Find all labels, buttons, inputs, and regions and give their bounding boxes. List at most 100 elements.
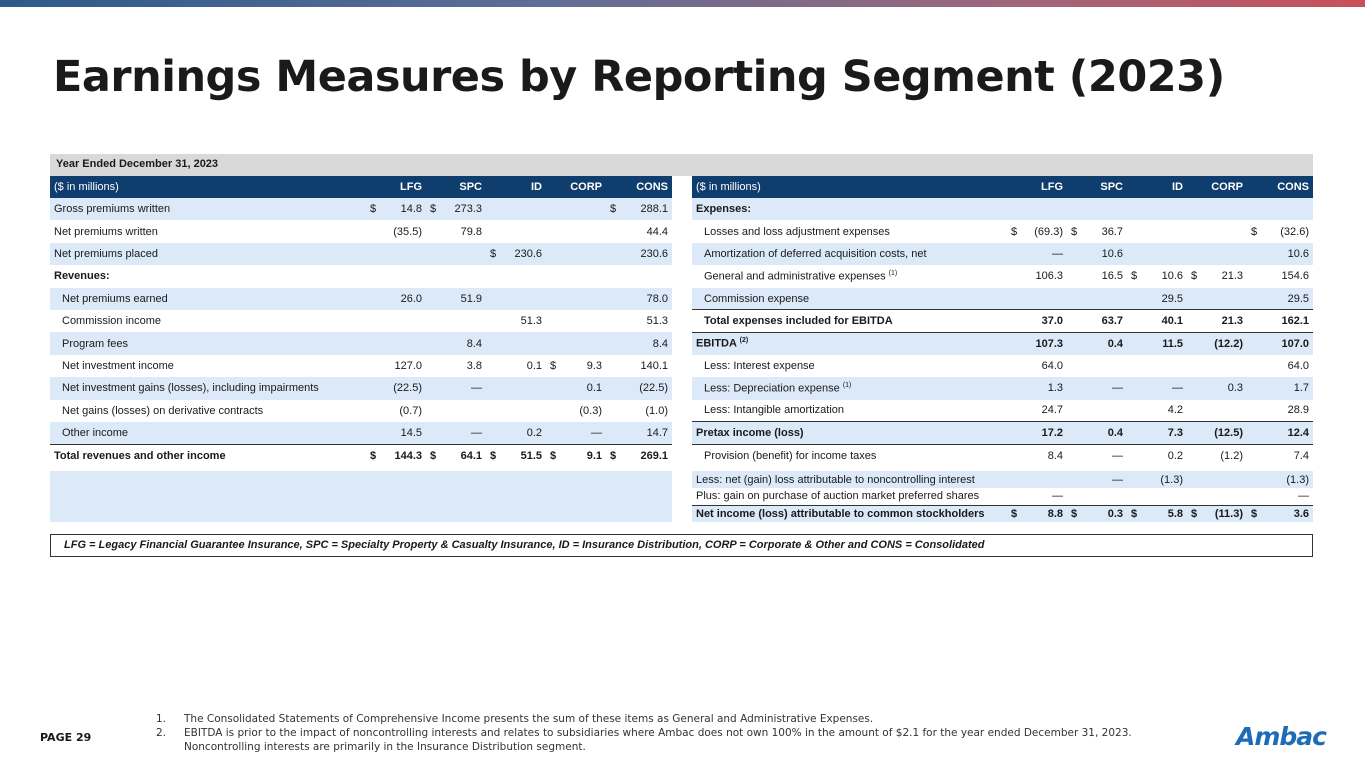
cell-value xyxy=(560,265,606,287)
currency-symbol xyxy=(1067,242,1081,266)
row-label: Commission income xyxy=(50,310,366,332)
page-title: Earnings Measures by Reporting Segment (… xyxy=(53,52,1225,102)
table-row: Total expenses included for EBITDA 37.0 63… xyxy=(692,309,1313,333)
currency-symbol xyxy=(1247,421,1261,445)
table-row: Revenues: xyxy=(50,265,672,287)
cell-value xyxy=(1141,220,1187,242)
footnote-item: 2. EBITDA is prior to the impact of nonc… xyxy=(156,726,1132,740)
currency-symbol xyxy=(1247,355,1261,377)
cell-value: — xyxy=(560,421,606,445)
cell-value: — xyxy=(440,421,486,445)
row-label-text: Amortization of deferred acquisition cos… xyxy=(704,247,927,260)
currency-symbol xyxy=(1247,265,1261,287)
row-label: Net gains (losses) on derivative contrac… xyxy=(50,400,366,422)
cell-value: 8.4 xyxy=(620,332,672,355)
header-spacer xyxy=(546,176,560,198)
cell-value: 51.3 xyxy=(520,315,542,328)
row-label-text: Gross premiums written xyxy=(54,203,171,216)
cell-value xyxy=(380,265,426,287)
row-label-text: Less: net (gain) loss attributable to no… xyxy=(696,473,975,486)
cell-value: (12.5) xyxy=(1201,421,1247,445)
currency-symbol xyxy=(1187,332,1201,355)
table-row: Plus: gain on purchase of auction market… xyxy=(692,488,1313,506)
currency-symbol xyxy=(1247,198,1261,221)
row-label: Provision (benefit) for income taxes xyxy=(692,444,1007,466)
cell-value: 5.8 xyxy=(1141,505,1187,522)
footnote-ref: (1) xyxy=(888,270,898,278)
row-label: Commission expense xyxy=(692,287,1007,311)
footnote-item: Noncontrolling interests are primarily i… xyxy=(156,740,1132,754)
cell-value: 29.5 xyxy=(1261,287,1313,311)
cell-value xyxy=(380,310,426,332)
currency-symbol xyxy=(366,355,380,377)
units-label: ($ in millions) xyxy=(50,176,366,198)
cell-value xyxy=(560,198,606,221)
row-label: Net investment income xyxy=(50,355,366,377)
table-row: Net gains (losses) on derivative contrac… xyxy=(50,400,672,422)
currency-symbol xyxy=(1247,488,1261,506)
cell-value: 24.7 xyxy=(1021,399,1067,423)
currency-symbol xyxy=(1007,265,1021,287)
cell-value: 107.3 xyxy=(1021,332,1067,355)
currency-symbol xyxy=(426,332,440,355)
currency-symbol: $ xyxy=(426,198,440,221)
currency-symbol xyxy=(1187,471,1201,488)
table-row: Program fees 8.4 8.4 xyxy=(50,332,672,355)
cell-value: (35.5) xyxy=(393,225,422,238)
currency-symbol: $ xyxy=(486,242,500,266)
currency-symbol xyxy=(426,377,440,400)
row-label-text: EBITDA xyxy=(696,338,737,351)
currency-symbol: $ xyxy=(1071,225,1078,238)
header-spacer xyxy=(1127,176,1141,198)
cell-value: 140.1 xyxy=(640,359,668,372)
header-spacer xyxy=(1247,176,1261,198)
currency-symbol xyxy=(1247,332,1261,355)
currency-symbol xyxy=(546,198,560,221)
currency-symbol xyxy=(1127,220,1141,242)
table-row: Net premiums earned 26.0 51.9 78.0 xyxy=(50,287,672,310)
cell-value: 40.1 xyxy=(1141,309,1187,333)
currency-symbol xyxy=(546,265,560,287)
column-header-corp: CORP xyxy=(560,176,606,198)
table-row: Other income 14.5 — 0.2 — 14.7 xyxy=(50,421,672,445)
cell-value: 44.4 xyxy=(646,225,668,238)
row-label-text: Less: Intangible amortization xyxy=(704,404,845,417)
cell-value: 273.3 xyxy=(440,198,486,221)
cell-value xyxy=(1201,471,1247,488)
currency-symbol xyxy=(426,287,440,310)
currency-symbol: $ xyxy=(1131,270,1138,283)
cell-value: — xyxy=(1081,471,1127,488)
table-row: Gross premiums written $14.8 $273.3 $288.1 xyxy=(50,198,672,221)
currency-symbol: $ xyxy=(550,449,557,462)
cell-value: — xyxy=(440,377,486,400)
footnote-text: The Consolidated Statements of Comprehen… xyxy=(184,713,874,725)
currency-symbol xyxy=(426,242,440,266)
table-row: Net investment income 127.0 3.8 0.1 $9.3 140.… xyxy=(50,355,672,377)
currency-symbol xyxy=(1187,355,1201,377)
period-header: Year Ended December 31, 2023 xyxy=(50,154,1313,176)
row-label: Less: Depreciation expense (1) xyxy=(692,377,1007,400)
row-label: General and administrative expenses (1) xyxy=(692,265,1007,287)
header-spacer xyxy=(366,176,380,198)
currency-symbol xyxy=(606,332,620,355)
cell-value: — xyxy=(1112,449,1123,462)
cell-value xyxy=(1021,198,1067,221)
column-header-corp: CORP xyxy=(1201,176,1247,198)
row-label-text: Net premiums placed xyxy=(54,247,158,260)
cell-value: 1.7 xyxy=(1261,377,1313,400)
cell-value xyxy=(1081,399,1127,423)
currency-symbol xyxy=(546,377,560,400)
currency-symbol xyxy=(1067,287,1081,311)
currency-symbol: $ xyxy=(1247,505,1261,522)
cell-value xyxy=(1081,488,1127,506)
cell-value: 8.8 xyxy=(1021,505,1067,522)
cell-value xyxy=(1201,198,1247,221)
currency-symbol: $ xyxy=(370,449,377,462)
currency-symbol xyxy=(546,242,560,266)
cell-value: 14.8 xyxy=(380,198,426,221)
currency-symbol xyxy=(1187,242,1201,266)
currency-symbol xyxy=(1067,198,1081,221)
footnote-number xyxy=(156,740,184,754)
row-label: Expenses: xyxy=(692,198,1007,221)
currency-symbol xyxy=(1067,444,1081,466)
